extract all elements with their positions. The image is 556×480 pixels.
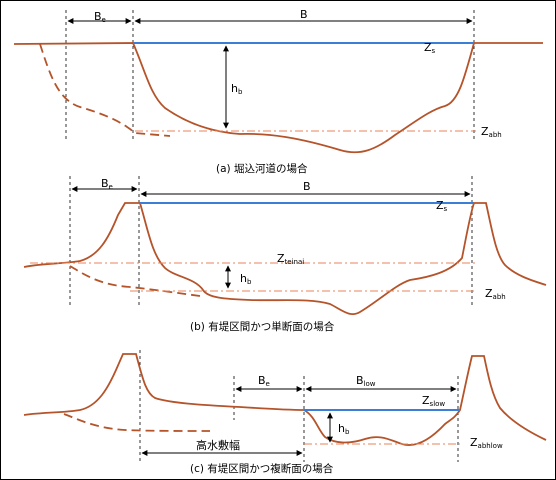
terrain-profile — [23, 353, 547, 446]
zs-label: Zs — [436, 199, 448, 213]
blow-label: Blow — [356, 374, 376, 388]
panel-c: Be Blow hb Zslow Zabhlow 高水敷幅 (c) 有堤区間かつ… — [23, 350, 547, 475]
zteinai-label: Zteinai — [277, 252, 304, 266]
be-label: Be — [101, 177, 113, 191]
terrain-profile — [23, 202, 547, 316]
highwater-width-label: 高水敷幅 — [196, 438, 240, 452]
panel-b: Be B hb Zs Zteinai Zabh (b) 有堤区間かつ単断面の場合 — [23, 176, 547, 333]
zs-label: Zs — [424, 41, 436, 55]
original-ground-dashed — [69, 265, 201, 297]
be-label: Be — [94, 10, 106, 24]
be-label: Be — [258, 374, 270, 388]
hb-label: hb — [240, 272, 252, 286]
hb-label: hb — [338, 422, 350, 436]
caption-a: (a) 堀込河道の場合 — [216, 162, 308, 175]
caption-b: (b) 有堤区間かつ単断面の場合 — [190, 320, 335, 333]
original-ground-dashed — [39, 43, 171, 137]
zabh-label: Zabh — [485, 287, 506, 301]
b-label: B — [303, 180, 311, 193]
hb-label: hb — [231, 82, 243, 96]
zabhlow-label: Zabhlow — [470, 436, 503, 450]
caption-c: (c) 有堤区間かつ複断面の場合 — [190, 462, 334, 475]
terrain-profile — [13, 42, 543, 154]
b-label: B — [300, 8, 308, 21]
panel-a: Be B hb Zs Zabh (a) 堀込河道の場合 — [13, 8, 543, 175]
zabh-label: Zabh — [481, 125, 502, 139]
zslow-label: Zslow — [422, 394, 445, 408]
original-ground-dashed — [63, 413, 211, 432]
